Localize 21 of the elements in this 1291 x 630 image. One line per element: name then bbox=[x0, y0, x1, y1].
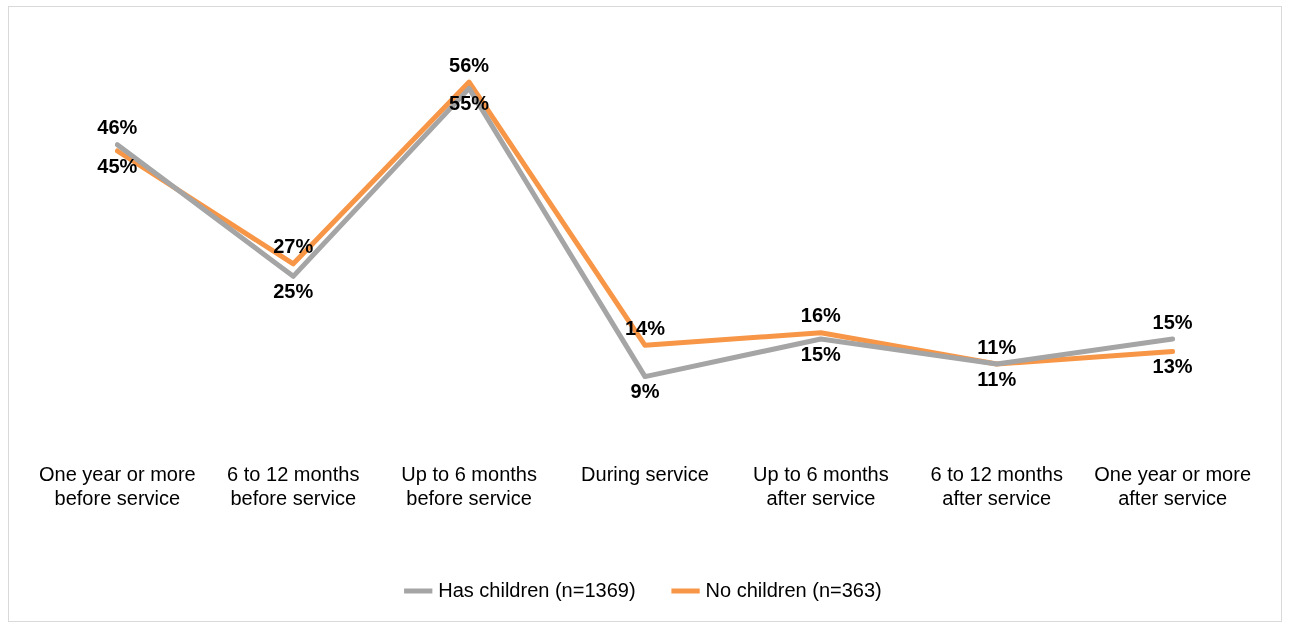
data-label: 16% bbox=[800, 304, 842, 327]
x-tick-label: One year or more before service bbox=[39, 462, 196, 509]
data-label: 11% bbox=[977, 335, 1017, 358]
x-tick-label: 6 to 12 months before service bbox=[227, 462, 360, 509]
data-label: 15% bbox=[1152, 310, 1193, 333]
x-tick-label: During service bbox=[581, 462, 709, 485]
data-label: 15% bbox=[800, 342, 842, 365]
data-label: 55% bbox=[449, 91, 490, 114]
legend-label: No children (n=363) bbox=[705, 578, 882, 601]
data-label: 9% bbox=[630, 380, 660, 403]
data-label: 45% bbox=[97, 154, 138, 177]
data-label: 46% bbox=[97, 116, 138, 139]
data-label: 13% bbox=[1152, 355, 1193, 378]
data-label: 56% bbox=[449, 53, 490, 76]
data-label: 11% bbox=[977, 367, 1017, 390]
x-tick-label: Up to 6 months before service bbox=[401, 462, 537, 509]
x-tick-label: Up to 6 months after service bbox=[753, 462, 889, 509]
data-label: 25% bbox=[273, 279, 314, 302]
legend-label: Has children (n=1369) bbox=[438, 578, 636, 601]
x-tick-label: 6 to 12 months after service bbox=[930, 462, 1063, 509]
x-tick-label: One year or more after service bbox=[1094, 462, 1251, 509]
